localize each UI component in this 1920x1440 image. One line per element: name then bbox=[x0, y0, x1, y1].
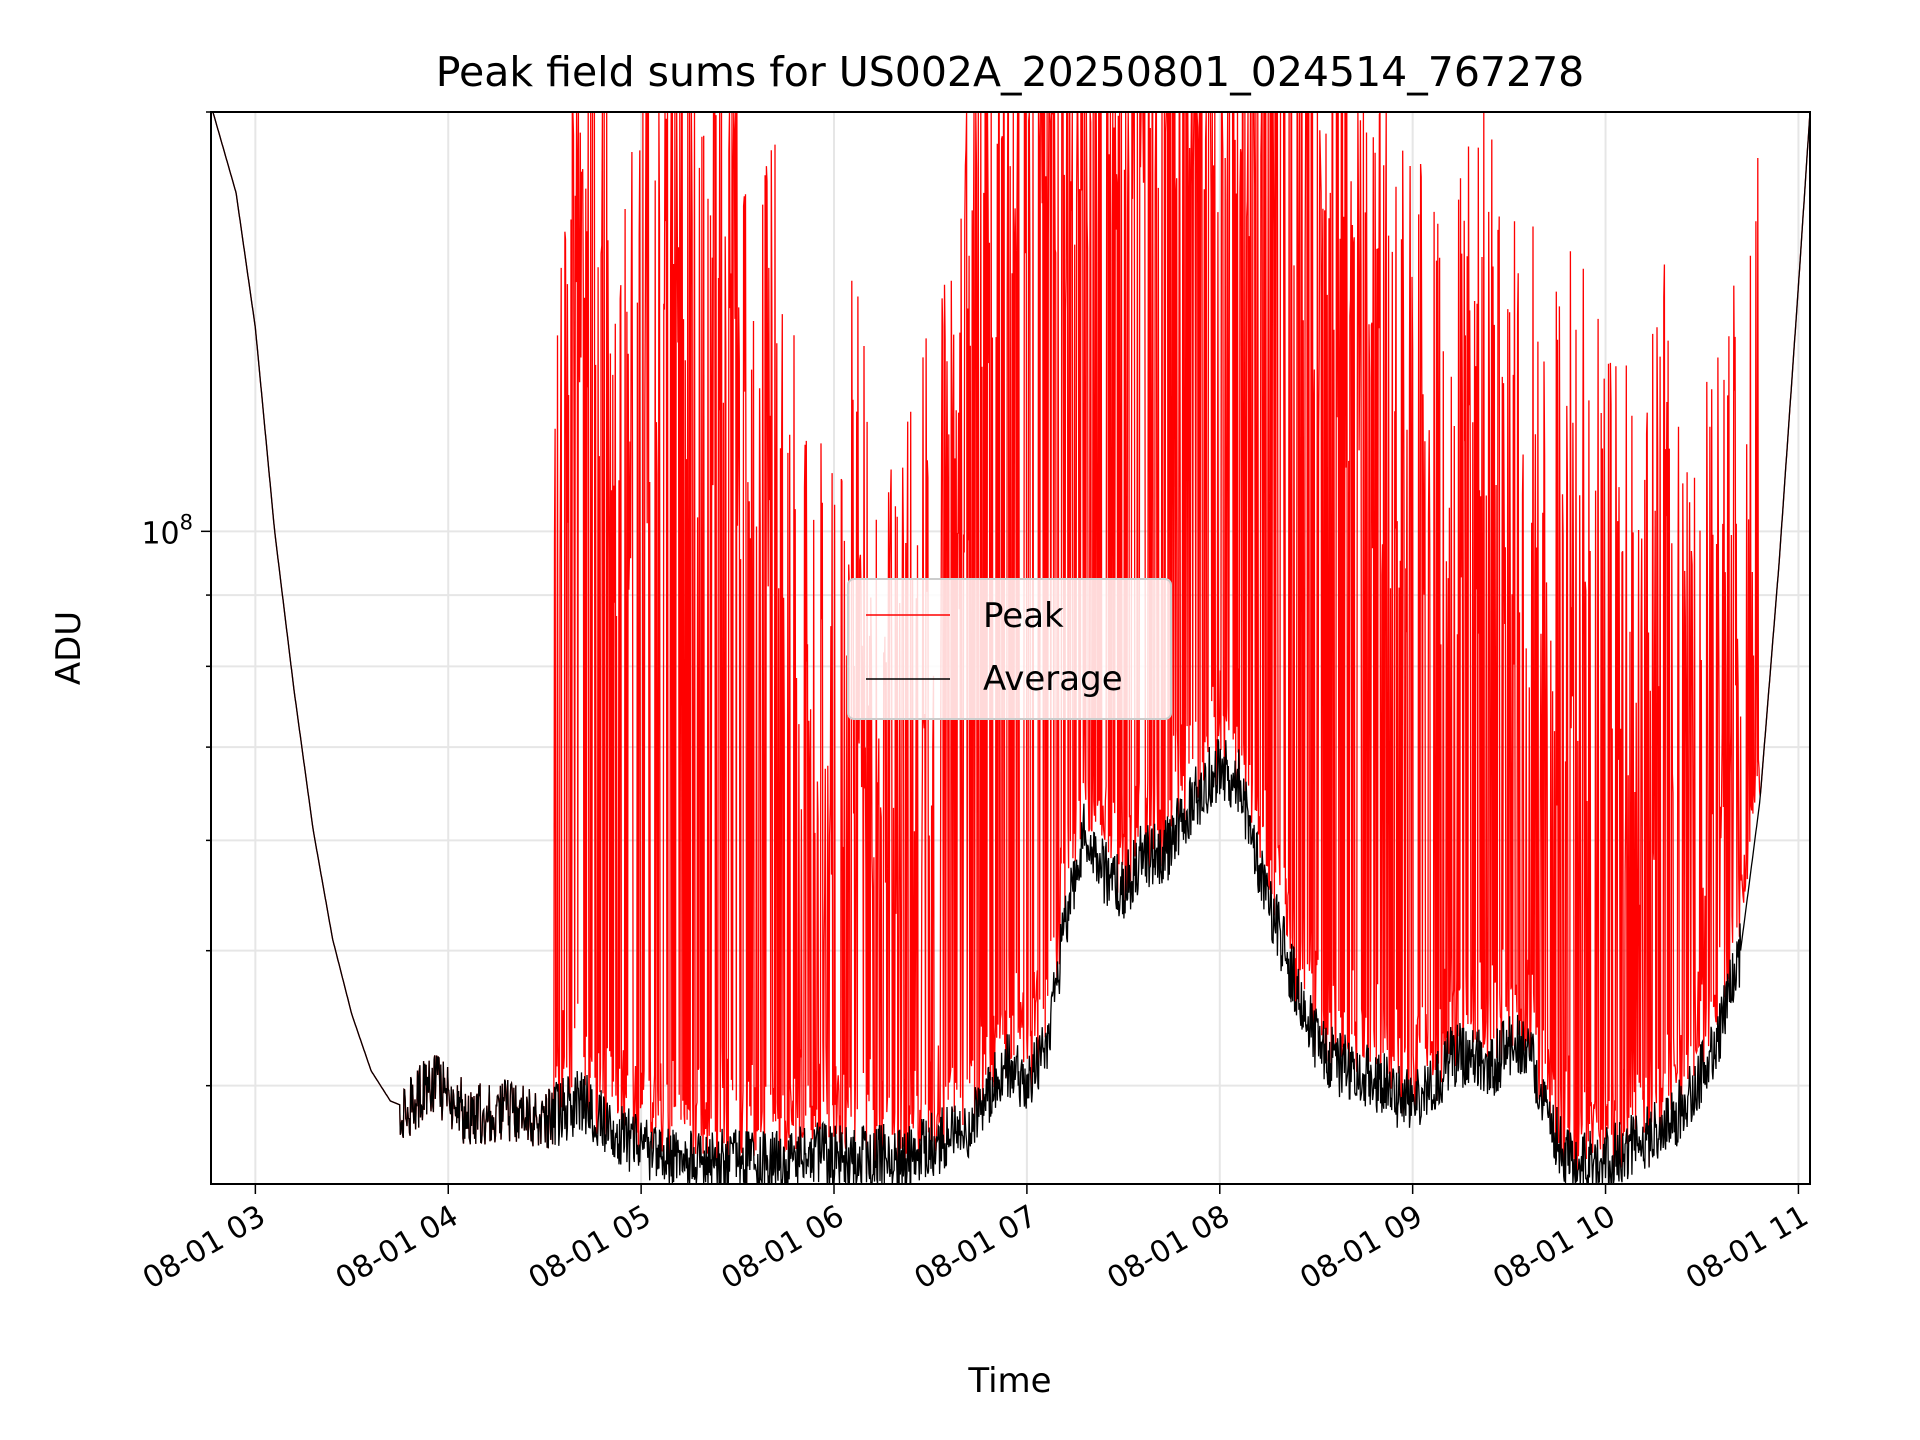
y-tick-label: 108 bbox=[141, 510, 193, 551]
y-axis-label: ADU bbox=[49, 611, 89, 685]
plot-lines bbox=[212, 112, 1810, 1184]
series-average-line bbox=[212, 112, 1810, 1184]
x-axis-label: Time bbox=[967, 1361, 1051, 1401]
legend-peak-label: Peak bbox=[983, 596, 1064, 636]
legend-box bbox=[847, 578, 1172, 720]
legend-average-label: Average bbox=[983, 659, 1123, 699]
chart-title: Peak field sums for US002A_20250801_0245… bbox=[436, 48, 1585, 96]
plot-frame bbox=[210, 111, 1811, 1185]
legend: Peak Average bbox=[847, 578, 1172, 720]
